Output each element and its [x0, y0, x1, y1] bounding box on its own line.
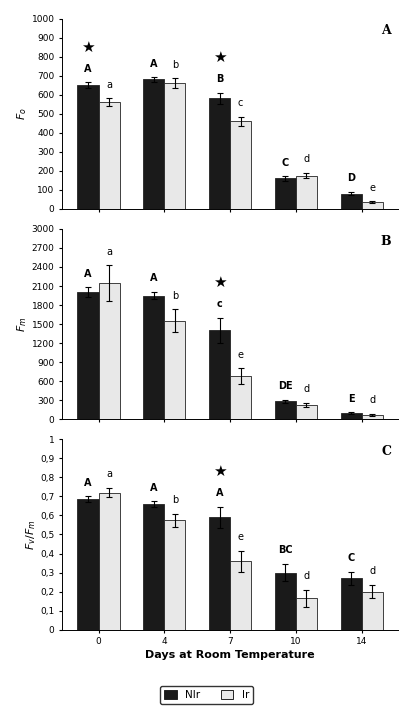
Bar [209, 518, 230, 630]
Bar [78, 85, 99, 209]
Bar [296, 405, 317, 419]
Bar [362, 592, 383, 630]
Bar [99, 493, 120, 630]
Bar [164, 321, 185, 419]
Text: b: b [172, 495, 178, 505]
Text: A: A [84, 478, 92, 488]
Bar [341, 193, 362, 209]
Bar [275, 178, 296, 209]
X-axis label: Days at Room Temperature: Days at Room Temperature [145, 651, 315, 661]
Text: e: e [369, 183, 375, 193]
Bar [164, 520, 185, 630]
Text: e: e [237, 350, 244, 360]
Legend: NIr, Ir: NIr, Ir [160, 686, 253, 705]
Text: b: b [172, 291, 178, 301]
Bar [164, 83, 185, 209]
Text: B: B [381, 235, 391, 247]
Text: E: E [348, 394, 354, 404]
Bar [78, 499, 99, 630]
Text: C: C [282, 158, 289, 168]
Bar [209, 331, 230, 419]
Text: A: A [216, 488, 223, 498]
Text: a: a [106, 247, 112, 257]
Text: d: d [304, 571, 309, 581]
Text: c: c [217, 299, 223, 309]
Text: a: a [106, 469, 112, 479]
Bar [143, 296, 164, 419]
Text: d: d [369, 395, 375, 405]
Text: A: A [150, 273, 157, 283]
Bar [341, 413, 362, 419]
Text: a: a [106, 80, 112, 90]
Bar [230, 376, 251, 419]
Bar [78, 292, 99, 419]
Text: ★: ★ [213, 50, 226, 65]
Bar [209, 98, 230, 209]
Bar [275, 402, 296, 419]
Text: ★: ★ [213, 275, 226, 290]
Bar [341, 578, 362, 630]
Bar [143, 504, 164, 630]
Bar [362, 415, 383, 419]
Y-axis label: $F_m$: $F_m$ [15, 316, 29, 332]
Text: e: e [237, 532, 244, 542]
Text: d: d [369, 567, 375, 577]
Bar [143, 80, 164, 209]
Bar [275, 572, 296, 630]
Text: BC: BC [278, 545, 293, 555]
Text: A: A [84, 269, 92, 279]
Y-axis label: $F_o$: $F_o$ [15, 107, 29, 120]
Text: A: A [150, 58, 157, 68]
Text: A: A [84, 64, 92, 74]
Text: D: D [347, 173, 355, 183]
Text: d: d [304, 154, 309, 164]
Bar [99, 283, 120, 419]
Text: d: d [304, 385, 309, 395]
Y-axis label: $F_v/F_m$: $F_v/F_m$ [24, 519, 38, 550]
Bar [99, 102, 120, 209]
Bar [296, 176, 317, 209]
Text: ★: ★ [81, 40, 95, 55]
Text: c: c [238, 98, 243, 108]
Bar [296, 598, 317, 630]
Text: C: C [381, 445, 391, 458]
Bar [362, 202, 383, 209]
Text: ★: ★ [213, 464, 226, 479]
Bar [230, 561, 251, 630]
Text: B: B [216, 74, 223, 84]
Text: DE: DE [278, 381, 293, 391]
Text: A: A [382, 24, 391, 37]
Bar [230, 122, 251, 209]
Text: C: C [347, 553, 355, 563]
Text: A: A [150, 483, 157, 493]
Text: b: b [172, 60, 178, 70]
